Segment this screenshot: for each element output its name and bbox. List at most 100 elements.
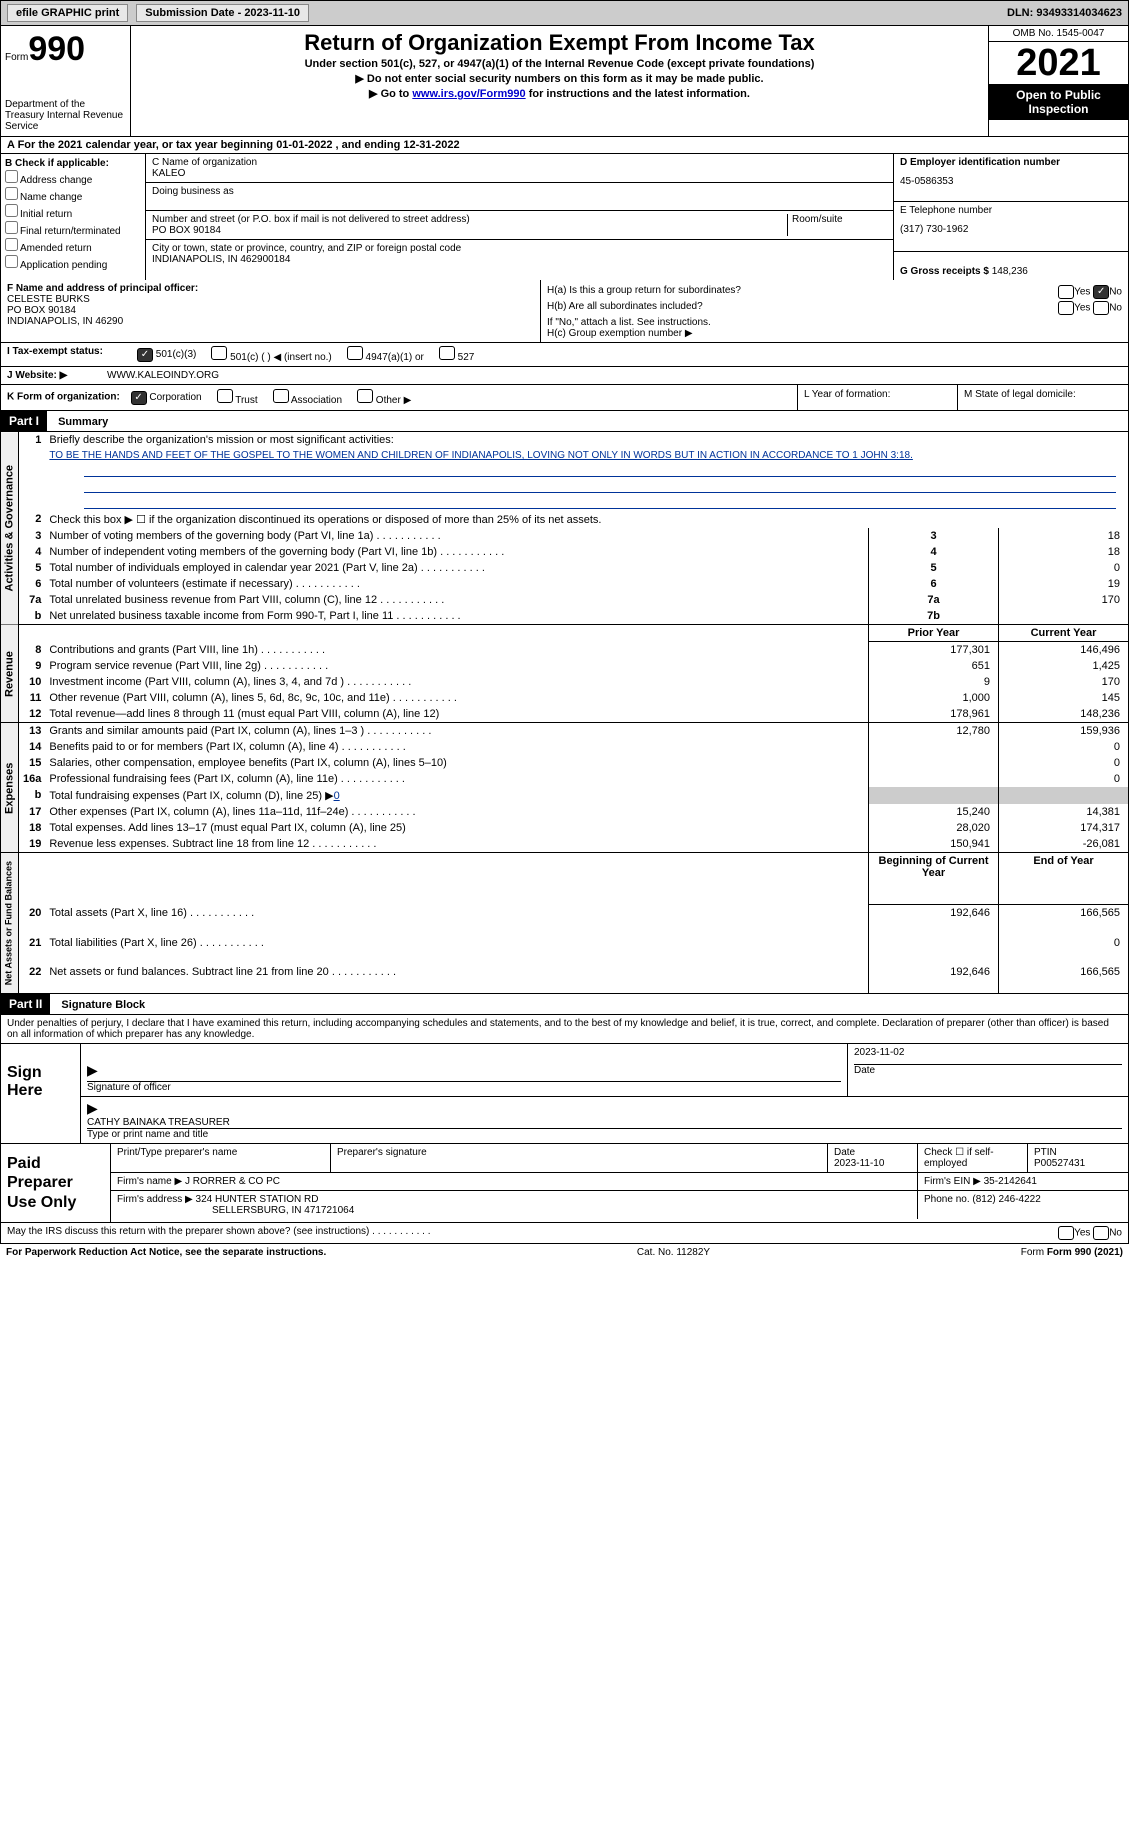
discuss-no-icon[interactable] xyxy=(1093,1226,1109,1240)
opt-501c: 501(c) ( ) ◀ (insert no.) xyxy=(230,352,332,363)
p20: 192,646 xyxy=(869,905,999,935)
line13: Grants and similar amounts paid (Part IX… xyxy=(45,723,868,740)
cat-no: Cat. No. 11282Y xyxy=(637,1247,710,1258)
hb-yes-icon[interactable] xyxy=(1058,301,1074,315)
b7b: 7b xyxy=(869,608,999,625)
ha-lbl: H(a) Is this a group return for subordin… xyxy=(547,285,741,299)
line17: Other expenses (Part IX, column (A), lin… xyxy=(45,804,868,820)
n19: 19 xyxy=(19,836,46,853)
v6: 19 xyxy=(999,576,1129,592)
chk-name[interactable]: Name change xyxy=(5,187,141,203)
n9: 9 xyxy=(19,658,46,674)
hb-note: If "No," attach a list. See instructions… xyxy=(547,317,1122,328)
col-b-hdr: B Check if applicable: xyxy=(5,158,141,169)
dept-text: Department of the Treasury Internal Reve… xyxy=(5,99,126,132)
discuss-yn: Yes No xyxy=(1058,1226,1122,1240)
name-lbl: C Name of organization xyxy=(152,157,887,168)
line15: Salaries, other compensation, employee b… xyxy=(45,755,868,771)
header-mid: Return of Organization Exempt From Incom… xyxy=(131,26,988,136)
gross-lbl: G Gross receipts $ xyxy=(900,266,989,277)
addr-lbl: Number and street (or P.O. box if mail i… xyxy=(152,214,787,225)
officer-sig: Signature of officer xyxy=(81,1044,848,1096)
signer-name: CATHY BAINAKA TREASURER xyxy=(87,1117,1122,1128)
chk-address[interactable]: Address change xyxy=(5,170,141,186)
line7b: Net unrelated business taxable income fr… xyxy=(45,608,868,625)
row-j: J Website: ▶ WWW.KALEOINDY.ORG xyxy=(0,367,1129,385)
sign-here-block: Sign Here Signature of officer 2023-11-0… xyxy=(0,1044,1129,1144)
officer-lbl: F Name and address of principal officer: xyxy=(7,283,534,294)
line14: Benefits paid to or for members (Part IX… xyxy=(45,739,868,755)
line6: Total number of volunteers (estimate if … xyxy=(45,576,868,592)
addr: PO BOX 90184 xyxy=(152,225,787,236)
assoc-icon[interactable] xyxy=(273,389,289,403)
city-row: City or town, state or province, country… xyxy=(146,240,893,268)
p8: 177,301 xyxy=(869,642,999,659)
c19: -26,081 xyxy=(999,836,1129,853)
ha-no-icon[interactable]: ✓ xyxy=(1093,285,1109,299)
chk-initial[interactable]: Initial return xyxy=(5,204,141,220)
dba-row: Doing business as xyxy=(146,183,893,211)
omb-number: OMB No. 1545-0047 xyxy=(989,26,1128,42)
line7a: Total unrelated business revenue from Pa… xyxy=(45,592,868,608)
501c3-icon[interactable]: ✓ xyxy=(137,348,153,362)
ha-yn: Yes ✓No xyxy=(1058,285,1122,299)
527-icon[interactable] xyxy=(439,346,455,360)
opt-4947: 4947(a)(1) or xyxy=(366,352,424,363)
opt-assoc: Association xyxy=(291,395,342,406)
website: WWW.KALEOINDY.ORG xyxy=(101,367,1128,384)
c10: 170 xyxy=(999,674,1129,690)
city-lbl: City or town, state or province, country… xyxy=(152,243,887,254)
501c-icon[interactable] xyxy=(211,346,227,360)
efile-btn[interactable]: efile GRAPHIC print xyxy=(7,4,128,22)
fundraising-val: 0 xyxy=(334,790,340,802)
form-title: Return of Organization Exempt From Incom… xyxy=(135,30,984,56)
n4: 4 xyxy=(19,544,46,560)
submission-date-btn[interactable]: Submission Date - 2023-11-10 xyxy=(136,4,309,22)
c13: 159,936 xyxy=(999,723,1129,740)
irs-link[interactable]: www.irs.gov/Form990 xyxy=(412,88,525,100)
p17: 15,240 xyxy=(869,804,999,820)
b6: 6 xyxy=(869,576,999,592)
chk-pending[interactable]: Application pending xyxy=(5,255,141,271)
c20: 166,565 xyxy=(999,905,1129,935)
status-opts: ✓ 501(c)(3) 501(c) ( ) ◀ (insert no.) 49… xyxy=(131,343,1128,366)
trust-icon[interactable] xyxy=(217,389,233,403)
other-icon[interactable] xyxy=(357,389,373,403)
row-i-lbl: I Tax-exempt status: xyxy=(1,343,131,366)
opt-501c3: 501(c)(3) xyxy=(156,349,197,360)
subtitle-2: ▶ Do not enter social security numbers o… xyxy=(135,72,984,85)
v4: 18 xyxy=(999,544,1129,560)
line9: Program service revenue (Part VIII, line… xyxy=(45,658,868,674)
p14 xyxy=(869,739,999,755)
ptin: P00527431 xyxy=(1034,1158,1085,1169)
p13: 12,780 xyxy=(869,723,999,740)
firm-ein-cell: Firm's EIN ▶ 35-2142641 xyxy=(918,1173,1128,1190)
firm-ein: 35-2142641 xyxy=(984,1176,1037,1187)
summary-table: Activities & Governance 1 Briefly descri… xyxy=(0,432,1129,994)
firm-phone-cell: Phone no. (812) 246-4222 xyxy=(918,1191,1128,1219)
discuss-yes-icon[interactable] xyxy=(1058,1226,1074,1240)
form-number: 990 xyxy=(28,30,85,68)
c18: 174,317 xyxy=(999,820,1129,836)
n1: 1 xyxy=(19,432,46,448)
chk-amended[interactable]: Amended return xyxy=(5,238,141,254)
p21 xyxy=(869,935,999,964)
chk-final[interactable]: Final return/terminated xyxy=(5,221,141,237)
subtitle-3: ▶ Go to www.irs.gov/Form990 for instruct… xyxy=(135,87,984,100)
dln-text: DLN: 93493314034623 xyxy=(1007,7,1122,19)
opt-other: Other ▶ xyxy=(376,395,411,406)
dba-lbl: Doing business as xyxy=(152,186,887,197)
4947-icon[interactable] xyxy=(347,346,363,360)
p16b xyxy=(869,787,999,804)
corp-icon[interactable]: ✓ xyxy=(131,391,147,405)
firm-addr2: SELLERSBURG, IN 471721064 xyxy=(212,1205,354,1216)
n7a: 7a xyxy=(19,592,46,608)
c21: 0 xyxy=(999,935,1129,964)
n17: 17 xyxy=(19,804,46,820)
p18: 28,020 xyxy=(869,820,999,836)
line8: Contributions and grants (Part VIII, lin… xyxy=(45,642,868,659)
part-i-row: Part I Summary xyxy=(0,411,1129,432)
c15: 0 xyxy=(999,755,1129,771)
hb-no-icon[interactable] xyxy=(1093,301,1109,315)
ha-yes-icon[interactable] xyxy=(1058,285,1074,299)
